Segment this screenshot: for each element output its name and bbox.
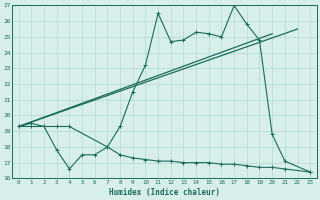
X-axis label: Humidex (Indice chaleur): Humidex (Indice chaleur) [109, 188, 220, 197]
